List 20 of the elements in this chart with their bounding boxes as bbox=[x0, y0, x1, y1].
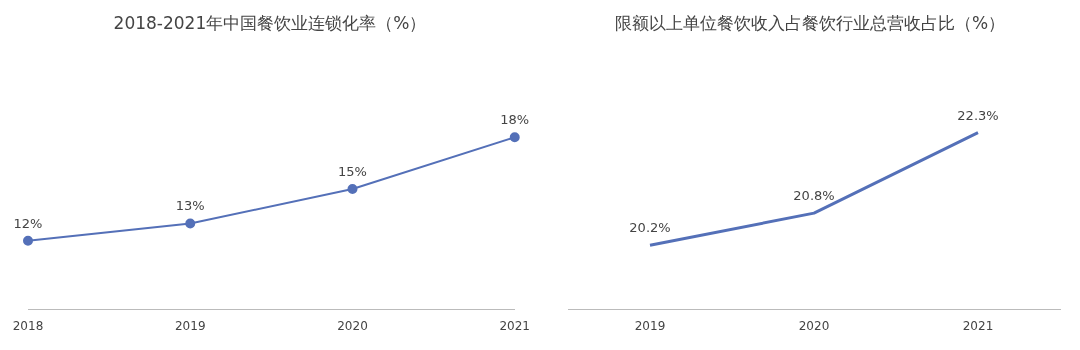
point bbox=[347, 184, 358, 194]
x-tick-label: 2019 bbox=[634, 318, 666, 333]
data-label: 20.8% bbox=[793, 187, 835, 203]
point bbox=[23, 235, 33, 246]
chart-title: 2018-2021年中国餐饮业连锁化率（%） bbox=[113, 12, 427, 33]
data-label: 15% bbox=[338, 163, 367, 179]
x-tick-label: 2019 bbox=[174, 318, 206, 333]
chart-title: 限额以上单位餐饮收入占餐饮行业总营收占比（%） bbox=[614, 12, 1006, 33]
data-label: 13% bbox=[175, 198, 205, 214]
x-tick-label: 2020 bbox=[798, 318, 830, 333]
data-label: 18% bbox=[500, 112, 530, 128]
x-tick-label: 2021 bbox=[499, 318, 530, 333]
data-label: 20.2% bbox=[629, 220, 671, 236]
x-tick-label: 2018 bbox=[12, 318, 44, 333]
x-tick-label: 2021 bbox=[962, 318, 994, 333]
x-tick-label: 2020 bbox=[337, 318, 368, 333]
point bbox=[509, 132, 520, 143]
data-label: 12% bbox=[13, 215, 43, 231]
data-label: 22.3% bbox=[957, 107, 999, 123]
point bbox=[185, 218, 196, 229]
